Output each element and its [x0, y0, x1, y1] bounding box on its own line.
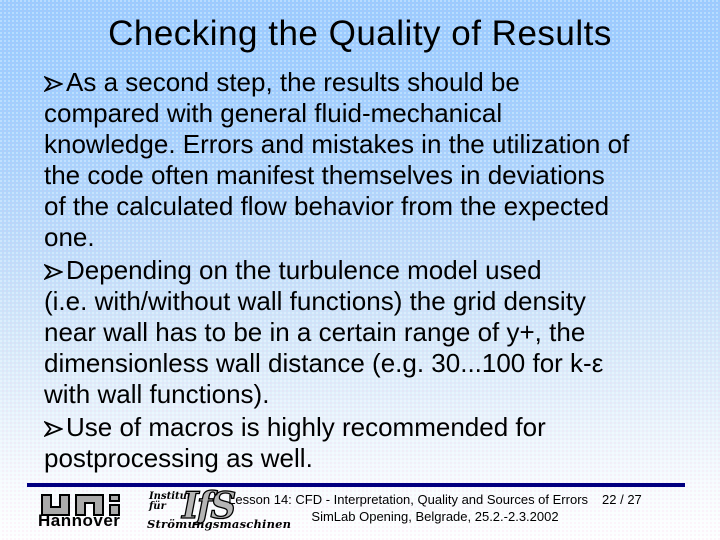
- text-line: compared with general fluid-mechanical: [44, 98, 503, 128]
- text-line-content: Depending on the turbulence model used: [66, 255, 542, 285]
- footer-divider-rule: [27, 483, 685, 487]
- bullet-arrow-icon: [42, 412, 64, 443]
- text-line: near wall has to be in a certain range o…: [44, 317, 586, 347]
- institute-label-line1: Institut: [149, 491, 192, 502]
- bullet-paragraph: As a second step, the results should be …: [42, 67, 710, 253]
- bullet-arrow-icon: [42, 255, 64, 286]
- slide-body: As a second step, the results should be …: [42, 67, 710, 476]
- page-number: 22 / 27: [602, 492, 642, 507]
- text-line: knowledge. Errors and mistakes in the ut…: [44, 129, 630, 159]
- uni-hannover-logo-icon: [40, 493, 138, 522]
- footer-event-line: SimLab Opening, Belgrade, 25.2.-2.3.2002: [311, 508, 559, 524]
- text-line: As a second step, the results should be: [42, 67, 710, 98]
- ifs-logo-icon: IfS: [180, 484, 274, 532]
- institute-name-label: Strömungsmaschinen: [147, 517, 292, 531]
- text-line: dimensionless wall distance (e.g. 30...1…: [44, 348, 604, 378]
- text-line-content: Use of macros is highly recommended for: [66, 412, 546, 442]
- footer-lesson-line: Lesson 14: CFD - Interpretation, Quality…: [195, 492, 675, 509]
- text-line: (i.e. with/without wall functions) the g…: [44, 286, 586, 316]
- text-line: the code often manifest themselves in de…: [44, 160, 605, 190]
- text-line: of the calculated flow behavior from the…: [44, 191, 610, 221]
- slide-title: Checking the Quality of Results: [108, 14, 612, 53]
- text-line: Use of macros is highly recommended for: [42, 412, 710, 443]
- bullet-paragraph: Use of macros is highly recommended for …: [42, 412, 710, 474]
- text-line: Depending on the turbulence model used: [42, 255, 710, 286]
- text-line: with wall functions).: [44, 379, 270, 409]
- uni-hannover-city-label: Hannover: [38, 511, 121, 530]
- bullet-paragraph: Depending on the turbulence model used (…: [42, 255, 710, 410]
- footer-caption: Lesson 14: CFD - Interpretation, Quality…: [195, 492, 675, 525]
- lesson-title: Lesson 14: CFD - Interpretation, Quality…: [228, 492, 589, 507]
- text-line-content: As a second step, the results should be: [66, 67, 520, 97]
- ifs-logo-text: IfS: [181, 487, 235, 527]
- institute-label-line2: für: [149, 501, 166, 512]
- institute-label: Institut für: [149, 492, 192, 512]
- bullet-arrow-icon: [42, 67, 64, 98]
- text-line: one.: [44, 222, 95, 252]
- text-line: postprocessing as well.: [44, 443, 313, 473]
